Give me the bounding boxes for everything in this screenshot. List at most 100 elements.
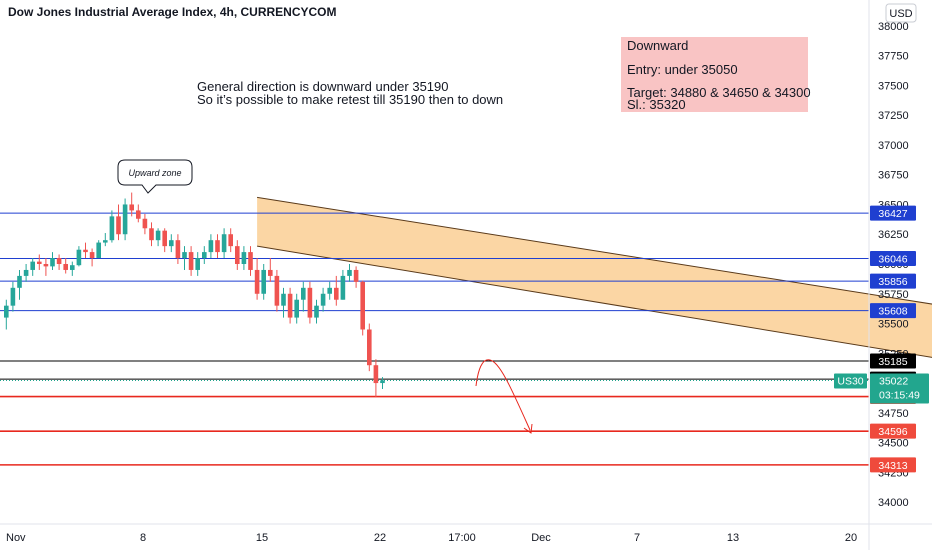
y-tick-label: 36250 [878, 229, 909, 241]
y-tick-label: 34500 [878, 438, 909, 450]
price-tag-35856 [870, 273, 916, 289]
candle-body [373, 365, 379, 384]
candle-body [23, 269, 29, 276]
price-tag-label-35856: 35856 [878, 276, 907, 288]
price-tag-label-36046: 36046 [878, 254, 907, 266]
candle-body [208, 240, 214, 253]
x-axis[interactable]: Nov 8 15 22 17:00 Dec 7 13 20 [6, 532, 857, 544]
candle-body [70, 265, 75, 270]
price-tag-36046 [870, 251, 916, 267]
trade-heading: Downward [627, 38, 688, 53]
price-tag-36427 [870, 205, 916, 221]
candle-body [380, 380, 385, 384]
x-tick-label: 7 [634, 532, 640, 544]
candle-body [215, 240, 220, 253]
candle-body [56, 258, 62, 264]
candle-body [182, 252, 187, 259]
x-tick-label: Dec [531, 532, 551, 544]
candle-body [360, 281, 365, 330]
price-tag-35608 [870, 303, 916, 319]
y-tick-label: 35500 [878, 319, 909, 331]
candle-body [353, 269, 359, 282]
x-tick-label: Nov [6, 532, 26, 544]
candle-body [340, 275, 346, 300]
currency-badge[interactable]: USD [885, 3, 917, 23]
candle-body [155, 230, 161, 241]
candle-body [50, 258, 55, 267]
y-tick-label: 34750 [878, 408, 909, 420]
y-tick-label: 37250 [878, 110, 909, 122]
candle-body [307, 287, 313, 318]
price-levels [0, 212, 869, 466]
candle-body [30, 261, 35, 270]
price-tag-34313 [870, 457, 916, 473]
candle-body [287, 293, 293, 318]
callout-text: Upward zone [128, 168, 181, 178]
candle-body [195, 258, 200, 270]
candle-body [248, 252, 253, 270]
y-tick-label: 36750 [878, 170, 909, 182]
candle-body [202, 252, 207, 259]
price-tag-label-35185: 35185 [878, 356, 907, 368]
current-price-countdown: 03:15:49 [879, 389, 920, 401]
trade-target: Target: 34880 & 34650 & 34300 [627, 85, 811, 100]
symbol-tag [834, 373, 867, 389]
candle-body [281, 293, 286, 306]
y-tick-label: 34000 [878, 497, 909, 509]
price-tag-label-34313: 34313 [878, 460, 907, 472]
x-tick-label: 17:00 [448, 532, 476, 544]
projected-path [475, 359, 531, 431]
annotation-line-1: General direction is downward under 3519… [197, 79, 449, 94]
candle-body [43, 264, 49, 267]
x-tick-label: 20 [845, 532, 857, 544]
chart-title: Dow Jones Industrial Average Index, 4h, … [8, 5, 337, 19]
channel-lower-line [257, 245, 932, 358]
candle-body [76, 249, 82, 266]
candle-body [241, 252, 247, 264]
projected-path-arrowhead [523, 423, 533, 434]
trade-entry: Entry: under 35050 [627, 62, 738, 77]
candle-body [136, 210, 141, 219]
y-tick-label: 37500 [878, 80, 909, 92]
candle-body [116, 216, 121, 235]
price-tag-label-36427: 36427 [878, 208, 907, 220]
candle-body [83, 249, 88, 253]
candlesticks [4, 192, 385, 398]
current-price-value: 35022 [879, 375, 908, 387]
candle-body [63, 264, 68, 270]
candle-body [103, 240, 108, 243]
x-tick-label: 13 [727, 532, 739, 544]
candle-body [188, 252, 194, 270]
candle-body [17, 275, 22, 288]
candle-body [122, 204, 128, 235]
price-tag-34596 [870, 423, 916, 439]
y-tick-label: 37750 [878, 51, 909, 63]
currency-label: USD [889, 8, 912, 20]
candle-body [37, 261, 42, 264]
candle-body [162, 230, 167, 247]
candle-body [294, 299, 299, 318]
candle-body [96, 242, 101, 259]
candle-body [175, 240, 181, 259]
candle-body [235, 246, 240, 264]
candle-body [89, 252, 95, 259]
symbol-tag-label: US30 [837, 375, 863, 387]
candle-body [327, 287, 332, 294]
candle-body [320, 293, 326, 306]
price-tags: 3642736046358563560835185350333488734596… [834, 205, 929, 473]
x-tick-label: 15 [256, 532, 268, 544]
annotation-line-2: So it’s possible to make retest till 351… [197, 92, 503, 107]
candle-body [261, 269, 266, 294]
y-tick-label: 37000 [878, 140, 909, 152]
candle-body [347, 269, 352, 276]
price-tag-35185 [870, 353, 916, 369]
candle-body [268, 269, 273, 276]
candle-body [301, 287, 306, 300]
candle-body [274, 275, 280, 306]
upward-zone-callout: Upward zone [117, 159, 193, 194]
descending-channel [257, 197, 932, 358]
candle-body [228, 234, 233, 247]
y-tick-label: 38000 [878, 21, 909, 33]
candle-body [129, 204, 134, 211]
